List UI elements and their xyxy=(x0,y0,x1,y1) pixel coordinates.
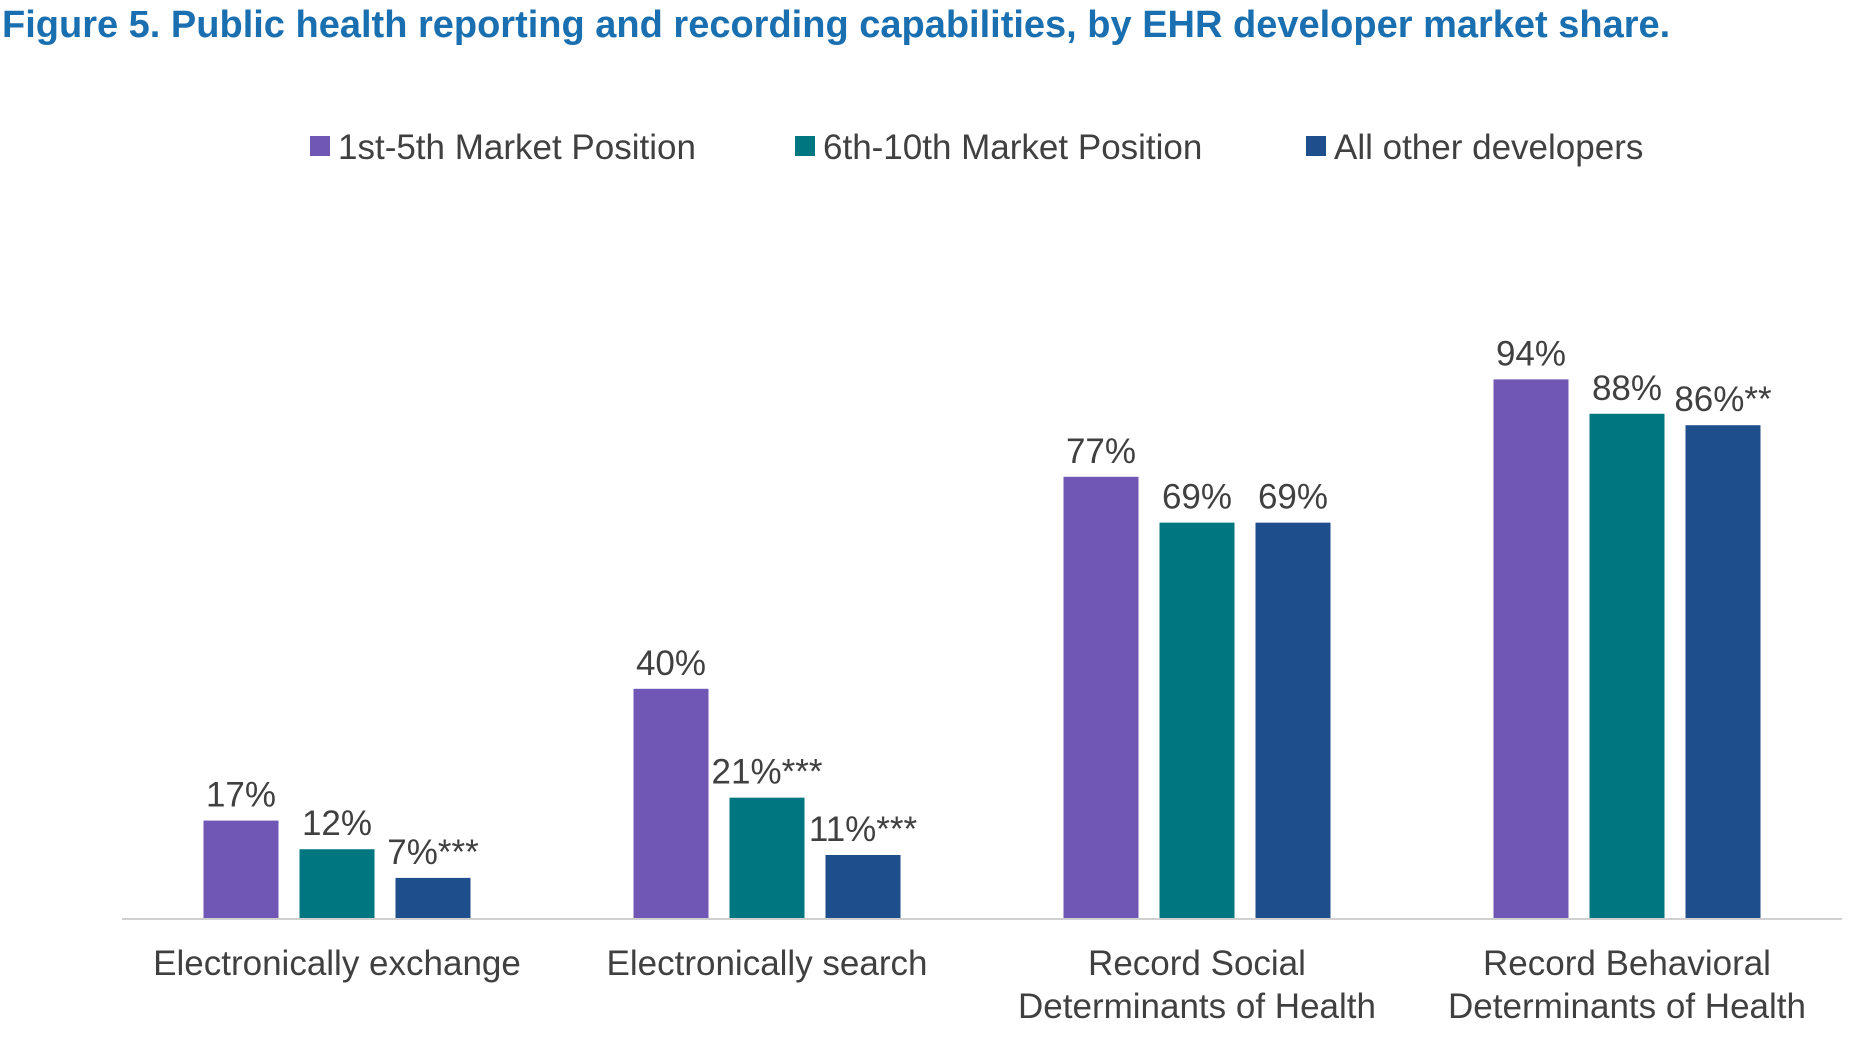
data-label-6th-10th-market-position-electronically-search: 21%*** xyxy=(712,753,823,792)
data-label-all-other-developers-electronically-exchange: 7%*** xyxy=(387,833,479,872)
data-label-1st-5th-market-position-electronically-search: 40% xyxy=(636,644,706,683)
bar-6th-10th-market-position-record-social-determinants-of-health xyxy=(1159,522,1235,918)
legend-label-all-other-developers: All other developers xyxy=(1334,128,1643,167)
data-labels-group: 17% 12% 7%*** 40% 21%*** 11%*** 77% 69% 69% 94% 88… xyxy=(206,334,1772,872)
bar-all-other-developers-record-social-determinants-of-health xyxy=(1255,522,1331,918)
bar-all-other-developers-electronically-search xyxy=(825,854,901,918)
bar-1st-5th-market-position-electronically-search xyxy=(633,688,709,918)
data-label-1st-5th-market-position-record-behavioral-determinants-of-health: 94% xyxy=(1496,334,1566,373)
legend: 1st-5th Market Position 6th-10th Market P… xyxy=(310,128,1643,167)
bar-6th-10th-market-position-electronically-exchange xyxy=(299,849,375,918)
category-labels-group: Electronically exchange Electronically se… xyxy=(153,944,1806,1026)
legend-swatch-1st-5th-market-position xyxy=(310,136,330,156)
bar-1st-5th-market-position-electronically-exchange xyxy=(203,820,279,918)
legend-swatch-all-other-developers xyxy=(1306,136,1326,156)
data-label-6th-10th-market-position-electronically-exchange: 12% xyxy=(302,804,372,843)
data-label-1st-5th-market-position-electronically-exchange: 17% xyxy=(206,776,276,815)
data-label-all-other-developers-record-behavioral-determinants-of-health: 86%** xyxy=(1674,380,1772,419)
data-label-6th-10th-market-position-record-behavioral-determinants-of-health: 88% xyxy=(1592,369,1662,408)
bar-6th-10th-market-position-record-behavioral-determinants-of-health xyxy=(1589,413,1665,918)
legend-swatch-6th-10th-market-position xyxy=(795,136,815,156)
category-label-electronically-search: Electronically search xyxy=(607,944,928,983)
data-label-6th-10th-market-position-record-social-determinants-of-health: 69% xyxy=(1162,478,1232,517)
category-label-electronically-exchange: Electronically exchange xyxy=(153,944,521,983)
legend-label-6th-10th-market-position: 6th-10th Market Position xyxy=(823,128,1202,167)
category-label-record-behavioral-determinants-of-health-line-2: Determinants of Health xyxy=(1448,987,1806,1026)
data-label-1st-5th-market-position-record-social-determinants-of-health: 77% xyxy=(1066,432,1136,471)
bar-all-other-developers-electronically-exchange xyxy=(395,877,471,918)
category-label-record-social-determinants-of-health-line-1: Record Social xyxy=(1088,944,1306,983)
bar-1st-5th-market-position-record-social-determinants-of-health xyxy=(1063,476,1139,918)
category-label-record-behavioral-determinants-of-health-line-1: Record Behavioral xyxy=(1483,944,1771,983)
data-label-all-other-developers-electronically-search: 11%*** xyxy=(809,810,918,849)
bars-group xyxy=(203,379,1761,918)
chart-title: Figure 5. Public health reporting and re… xyxy=(2,4,1671,46)
bar-all-other-developers-record-behavioral-determinants-of-health xyxy=(1685,425,1761,918)
legend-label-1st-5th-market-position: 1st-5th Market Position xyxy=(338,128,696,167)
category-label-record-social-determinants-of-health-line-2: Determinants of Health xyxy=(1018,987,1376,1026)
bar-6th-10th-market-position-electronically-search xyxy=(729,797,805,918)
data-label-all-other-developers-record-social-determinants-of-health: 69% xyxy=(1258,478,1328,517)
bar-1st-5th-market-position-record-behavioral-determinants-of-health xyxy=(1493,379,1569,918)
